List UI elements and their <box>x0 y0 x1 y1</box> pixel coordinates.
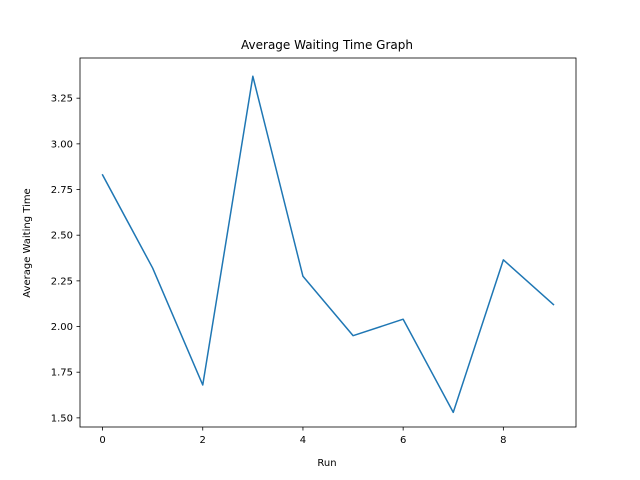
y-axis-ticks: 1.50 1.75 2.00 2.25 2.50 2.75 3.00 3.25 <box>51 94 80 424</box>
x-tick-label: 0 <box>99 435 105 446</box>
x-tick-label: 4 <box>300 435 306 446</box>
x-tick-label: 2 <box>200 435 206 446</box>
y-tick-label: 1.75 <box>51 368 73 379</box>
x-tick-label: 8 <box>500 435 506 446</box>
series-layer <box>101 75 555 414</box>
x-tick-label: 6 <box>400 435 406 446</box>
y-tick-label: 1.50 <box>51 413 73 424</box>
y-tick-label: 3.25 <box>51 94 73 105</box>
plot-area-frame <box>79 57 577 428</box>
y-axis-label: Average Waiting Time <box>22 188 33 297</box>
series-line <box>101 75 555 414</box>
y-tick-label: 2.75 <box>51 185 73 196</box>
x-axis-ticks: 0 2 4 6 8 <box>99 427 507 446</box>
y-tick-label: 2.00 <box>51 322 73 333</box>
chart-title: Average Waiting Time Graph <box>241 38 413 52</box>
x-axis-label: Run <box>317 458 336 469</box>
y-tick-label: 3.00 <box>51 139 73 150</box>
y-tick-label: 2.50 <box>51 231 73 242</box>
y-tick-label: 2.25 <box>51 276 73 287</box>
